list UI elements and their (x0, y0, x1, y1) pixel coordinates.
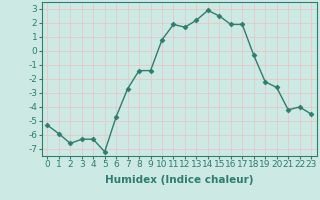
X-axis label: Humidex (Indice chaleur): Humidex (Indice chaleur) (105, 175, 253, 185)
